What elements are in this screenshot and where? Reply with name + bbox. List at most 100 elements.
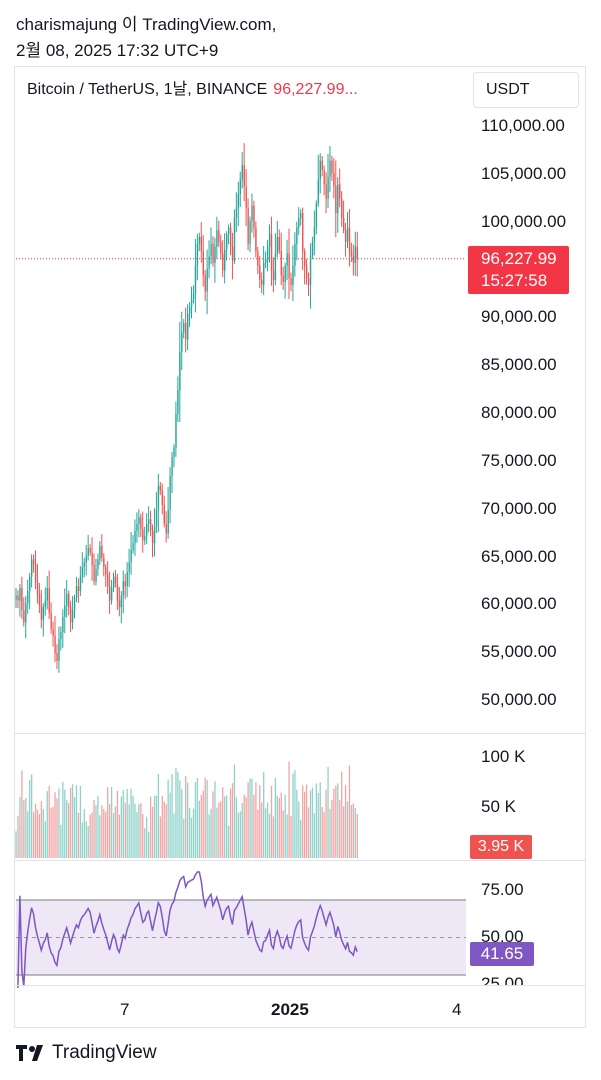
- volume-bar: [261, 802, 263, 858]
- volume-bar: [31, 774, 33, 858]
- volume-bar: [167, 779, 169, 858]
- candle-body: [241, 165, 243, 180]
- volume-bar: [284, 794, 286, 858]
- candle-body: [140, 517, 142, 529]
- candle-body: [333, 172, 335, 187]
- candle-body: [31, 559, 33, 577]
- volume-bar: [48, 785, 50, 858]
- legend-price: 96,227.99...: [273, 81, 358, 98]
- volume-bar: [243, 794, 245, 858]
- volume-bar: [212, 791, 214, 858]
- volume-bar: [321, 806, 323, 858]
- price-tick: 65,000.00: [481, 546, 557, 566]
- candle-body: [93, 565, 95, 582]
- candle-body: [245, 186, 247, 209]
- candle-body: [173, 447, 175, 458]
- volume-bar: [214, 781, 216, 858]
- volume-bar: [319, 782, 321, 858]
- volume-bar: [17, 815, 19, 858]
- candle-body: [34, 565, 37, 582]
- candle-body: [296, 227, 298, 244]
- volume-bar: [344, 785, 347, 858]
- volume-bar: [124, 802, 126, 858]
- volume-bar: [263, 771, 265, 858]
- candle-body: [77, 586, 80, 591]
- volume-bar: [356, 813, 358, 858]
- volume-bar: [34, 803, 37, 858]
- candle-body: [231, 246, 234, 261]
- candle-body: [206, 268, 208, 292]
- candle-body: [91, 552, 93, 566]
- price-tick: 55,000.00: [481, 642, 557, 662]
- candle-body: [198, 237, 201, 244]
- candle-body: [83, 562, 86, 568]
- candle-body: [175, 414, 177, 448]
- volume-bar: [245, 797, 247, 858]
- volume-bar: [87, 826, 89, 858]
- volume-bar: [348, 765, 351, 858]
- volume-bar: [341, 771, 343, 858]
- candle-body: [294, 243, 296, 266]
- volume-bar: [97, 795, 99, 858]
- candle-body: [50, 612, 52, 630]
- candle-body: [64, 605, 66, 617]
- volume-bar: [337, 783, 339, 858]
- volume-bar: [85, 821, 87, 858]
- candle-body: [352, 256, 355, 263]
- volume-bar: [216, 807, 218, 858]
- candle-body: [179, 351, 181, 391]
- candle-body: [265, 259, 267, 263]
- volume-bar: [105, 811, 107, 858]
- volume-tick-50k: 50 K: [481, 797, 516, 816]
- volume-bar: [210, 808, 212, 858]
- pane-separator-rsi[interactable]: [14, 860, 586, 861]
- chart-header: charismajung 이 TradingView.com, 2월 08, 2…: [16, 12, 276, 64]
- candle-body: [192, 294, 195, 300]
- pane-separator-volume[interactable]: [14, 733, 586, 734]
- volume-bar: [140, 803, 142, 858]
- candle-body: [331, 160, 333, 173]
- volume-bar: [235, 797, 238, 858]
- volume-bar: [109, 804, 111, 858]
- volume-bar: [200, 795, 202, 858]
- candle-body: [60, 632, 62, 639]
- volume-bar: [294, 770, 296, 858]
- volume-bar: [185, 776, 187, 858]
- volume-last-label: 3.95 K: [470, 835, 532, 859]
- candle-body: [341, 198, 343, 218]
- currency-button[interactable]: USDT: [473, 72, 579, 108]
- candle-body: [97, 559, 99, 569]
- volume-bar: [32, 812, 35, 858]
- candle-body: [327, 176, 329, 199]
- candle-body: [305, 265, 308, 279]
- candle-body: [190, 299, 193, 307]
- tradingview-logo-icon: [16, 1045, 43, 1061]
- volume-bar: [354, 807, 356, 858]
- candle-body: [32, 559, 35, 566]
- volume-bar: [266, 802, 269, 858]
- volume-bar: [268, 813, 271, 858]
- candle-body: [243, 165, 245, 187]
- candle-body: [183, 323, 185, 333]
- volume-bar: [194, 782, 197, 858]
- candle-body: [25, 603, 27, 623]
- candle-body: [151, 530, 154, 544]
- candle-body: [146, 524, 148, 537]
- candle-body: [109, 586, 111, 601]
- symbol-legend: Bitcoin / TetherUS, 1날, BINANCE 96,227.99…: [27, 80, 358, 100]
- volume-bar: [208, 814, 210, 858]
- volume-bar: [169, 792, 171, 858]
- candle-body: [120, 595, 123, 608]
- candle-body: [128, 562, 130, 572]
- footer-brand[interactable]: TradingView: [16, 1042, 157, 1064]
- volume-bar: [52, 806, 54, 858]
- candle-body: [38, 593, 41, 606]
- candle-body: [112, 576, 115, 589]
- candle-body: [42, 607, 45, 620]
- volume-bar: [58, 788, 60, 858]
- volume-bar: [305, 784, 308, 858]
- candle-body: [194, 265, 197, 295]
- candle-body: [188, 306, 191, 314]
- volume-bar: [183, 818, 185, 858]
